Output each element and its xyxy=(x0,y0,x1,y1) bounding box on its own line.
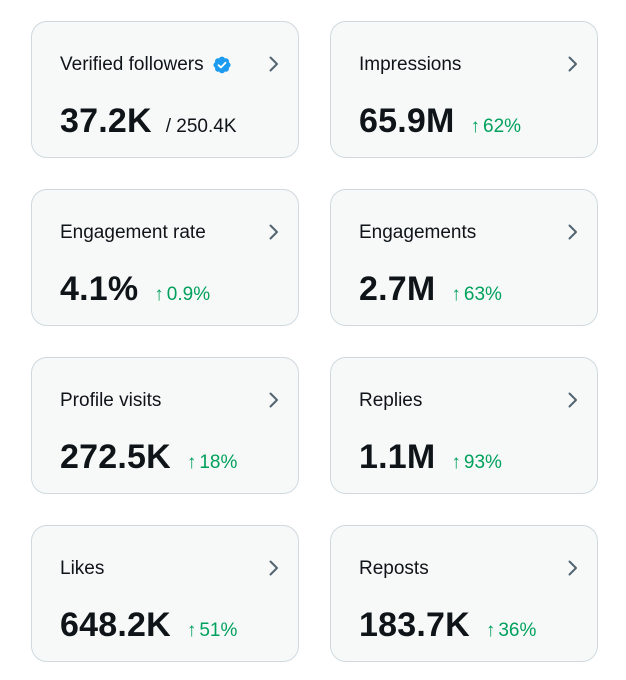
stat-card-label: Likes xyxy=(60,558,105,579)
stat-delta: ↑ 62% xyxy=(471,116,522,138)
stat-card-label-row: Profile visits xyxy=(60,390,161,412)
chevron-right-icon[interactable] xyxy=(563,558,583,578)
stat-delta: ↑ 0.9% xyxy=(154,284,210,306)
stat-value-row: 65.9M ↑ 62% xyxy=(359,102,521,141)
stat-value-row: 1.1M ↑ 93% xyxy=(359,438,502,477)
stat-value: 37.2K xyxy=(60,102,152,140)
stat-value: 2.7M xyxy=(359,270,436,308)
stat-delta: ↑ 93% xyxy=(451,452,502,474)
chevron-right-icon[interactable] xyxy=(264,558,284,578)
stat-value-row: 2.7M ↑ 63% xyxy=(359,270,502,309)
stat-card-label: Engagements xyxy=(359,222,477,243)
stat-delta-value: 51% xyxy=(199,620,238,641)
up-arrow-icon: ↑ xyxy=(186,452,197,473)
chevron-right-icon[interactable] xyxy=(264,54,284,74)
stat-value: 4.1% xyxy=(60,270,139,308)
stat-value: 648.2K xyxy=(60,606,171,644)
stat-value-row: 272.5K ↑ 18% xyxy=(60,438,237,477)
stat-value: 272.5K xyxy=(60,438,171,476)
stat-delta-value: 18% xyxy=(199,452,238,473)
stat-card-label: Engagement rate xyxy=(60,222,206,243)
stat-card-engagement-rate[interactable]: Engagement rate 4.1% ↑ 0.9% xyxy=(31,189,299,326)
chevron-right-icon[interactable] xyxy=(563,54,583,74)
up-arrow-icon: ↑ xyxy=(186,620,197,641)
stat-card-label-row: Verified followers xyxy=(60,54,232,76)
stat-card-verified-followers[interactable]: Verified followers 37.2K / 250.4K xyxy=(31,21,299,158)
chevron-right-icon[interactable] xyxy=(264,222,284,242)
up-arrow-icon: ↑ xyxy=(451,452,461,473)
stat-delta-value: 63% xyxy=(463,284,502,305)
stat-value-row: 183.7K ↑ 36% xyxy=(359,606,536,645)
stat-card-label-row: Likes xyxy=(60,558,104,580)
stat-card-impressions[interactable]: Impressions 65.9M ↑ 62% xyxy=(330,21,598,158)
stat-delta-value: 62% xyxy=(483,116,522,137)
stat-value-row: 4.1% ↑ 0.9% xyxy=(60,270,210,309)
stat-delta: ↑ 63% xyxy=(451,284,502,306)
stat-card-label-row: Engagements xyxy=(359,222,476,244)
stat-card-label: Verified followers xyxy=(60,54,204,75)
stat-card-label-row: Reposts xyxy=(359,558,429,580)
stat-card-label: Profile visits xyxy=(60,390,162,411)
stat-card-likes[interactable]: Likes 648.2K ↑ 51% xyxy=(31,525,299,662)
stat-delta: ↑ 18% xyxy=(187,452,238,474)
verified-badge-icon xyxy=(213,56,231,74)
stat-card-label-row: Engagement rate xyxy=(60,222,206,244)
stat-delta-value: 93% xyxy=(463,452,502,473)
stat-card-label: Replies xyxy=(359,390,423,411)
chevron-right-icon[interactable] xyxy=(563,222,583,242)
up-arrow-icon: ↑ xyxy=(470,116,481,137)
stat-card-label-row: Replies xyxy=(359,390,422,412)
stat-delta-value: 0.9% xyxy=(166,284,211,305)
stat-value: 1.1M xyxy=(359,438,436,476)
stat-value-row: 648.2K ↑ 51% xyxy=(60,606,237,645)
stat-value-row: 37.2K / 250.4K xyxy=(60,102,237,141)
stat-delta: ↑ 51% xyxy=(187,620,238,642)
stat-total: / 250.4K xyxy=(165,116,237,137)
stat-card-label: Reposts xyxy=(359,558,429,579)
stat-delta: ↑ 36% xyxy=(486,620,537,642)
stat-value: 65.9M xyxy=(359,102,455,140)
up-arrow-icon: ↑ xyxy=(451,284,461,305)
stat-delta-value: 36% xyxy=(498,620,537,641)
stat-value: 183.7K xyxy=(359,606,470,644)
stat-card-reposts[interactable]: Reposts 183.7K ↑ 36% xyxy=(330,525,598,662)
up-arrow-icon: ↑ xyxy=(485,620,496,641)
chevron-right-icon[interactable] xyxy=(264,390,284,410)
stat-card-label: Impressions xyxy=(359,54,462,75)
stat-card-engagements[interactable]: Engagements 2.7M ↑ 63% xyxy=(330,189,598,326)
stat-card-label-row: Impressions xyxy=(359,54,461,76)
chevron-right-icon[interactable] xyxy=(563,390,583,410)
up-arrow-icon: ↑ xyxy=(154,284,164,305)
stat-card-replies[interactable]: Replies 1.1M ↑ 93% xyxy=(330,357,598,494)
stat-card-profile-visits[interactable]: Profile visits 272.5K ↑ 18% xyxy=(31,357,299,494)
